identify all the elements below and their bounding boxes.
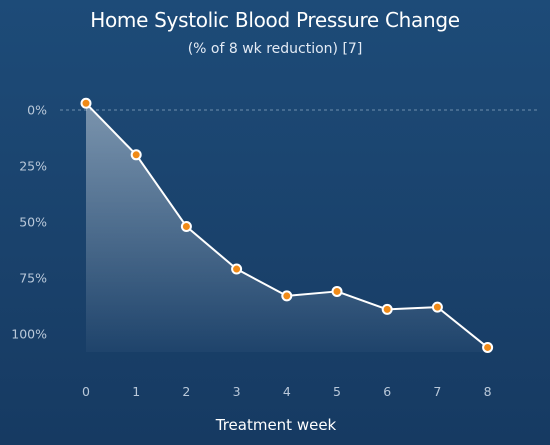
data-point-week-8 xyxy=(483,343,492,352)
x-tick-label: 6 xyxy=(383,384,391,399)
data-point-week-5 xyxy=(333,287,342,296)
y-tick-label: 50% xyxy=(19,215,47,230)
y-tick-label: 100% xyxy=(11,327,47,342)
y-tick-label: 75% xyxy=(19,271,47,286)
data-point-week-0 xyxy=(82,99,91,108)
x-tick-label: 1 xyxy=(132,384,140,399)
x-tick-label: 5 xyxy=(333,384,341,399)
data-point-week-4 xyxy=(282,291,291,300)
x-tick-label: 3 xyxy=(233,384,241,399)
data-point-week-6 xyxy=(383,305,392,314)
x-axis-title: Treatment week xyxy=(215,416,337,434)
x-tick-label: 2 xyxy=(182,384,190,399)
y-tick-label: 0% xyxy=(27,103,47,118)
x-tick-label: 0 xyxy=(82,384,90,399)
data-point-week-1 xyxy=(132,150,141,159)
x-tick-label: 4 xyxy=(283,384,291,399)
y-tick-label: 25% xyxy=(19,159,47,174)
x-tick-label: 8 xyxy=(484,384,492,399)
data-point-week-7 xyxy=(433,303,442,312)
data-point-week-3 xyxy=(232,265,241,274)
x-tick-label: 7 xyxy=(433,384,441,399)
series-area xyxy=(86,103,488,352)
data-point-week-2 xyxy=(182,222,191,231)
